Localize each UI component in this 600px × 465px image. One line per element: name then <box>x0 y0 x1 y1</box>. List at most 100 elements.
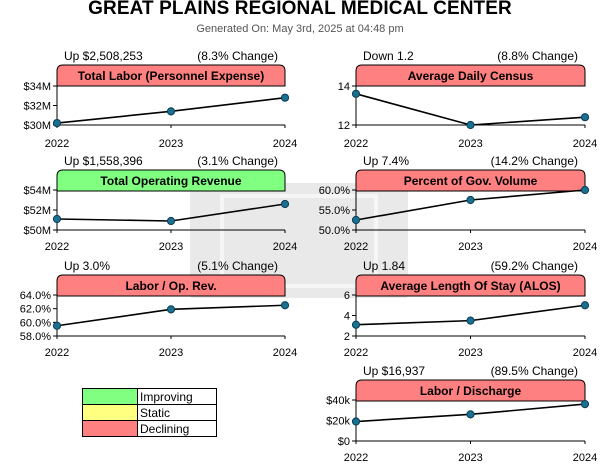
data-point <box>166 216 176 226</box>
data-point <box>280 199 290 209</box>
x-tick-label: 2023 <box>458 347 482 359</box>
y-tick-label: 58.0% <box>20 331 51 343</box>
x-tick-label: 2023 <box>159 241 183 253</box>
chart-pct-change: (59.2% Change) <box>491 259 578 273</box>
y-tick-label: 50.0% <box>319 225 350 237</box>
legend-item-improving: Improving <box>82 388 217 405</box>
data-point <box>466 195 475 205</box>
chart-title: Labor / Discharge <box>420 384 522 398</box>
y-tick-label: $34M <box>23 81 51 93</box>
x-tick-label: 2024 <box>273 241 297 253</box>
chart-title-tab <box>355 64 586 87</box>
y-tick-label: 2 <box>344 331 350 343</box>
page-title: GREAT PLAINS REGIONAL MEDICAL CENTER <box>88 0 512 19</box>
x-tick-label: 2022 <box>344 241 368 253</box>
data-point <box>580 113 590 122</box>
x-tick-label: 2024 <box>273 347 297 359</box>
chart-title: Average Length Of Stay (ALOS) <box>380 279 560 293</box>
legend-label-static: Static <box>137 404 217 421</box>
data-point <box>351 215 361 225</box>
series-line <box>355 93 586 126</box>
chart-pct-change: (5.1% Change) <box>197 259 278 273</box>
data-point <box>166 305 176 314</box>
x-tick-label: 2022 <box>45 347 69 359</box>
chart-title: Total Labor (Personnel Expense) <box>78 69 264 83</box>
y-tick-label: $0 <box>338 436 350 448</box>
legend-label-declining: Declining <box>137 420 217 437</box>
legend-item-static: Static <box>82 404 217 421</box>
chart-panel: Up 3.0% (5.1% Change) 58.0% 60.0%62.0% 64.0%… <box>20 259 297 359</box>
data-point <box>466 316 475 325</box>
y-tick-label: $30M <box>23 120 51 132</box>
x-tick-label: 2022 <box>344 347 368 359</box>
y-tick-label: 14 <box>338 81 350 93</box>
chart-change-text: Up $16,937 <box>363 364 425 378</box>
chart-title-tab <box>355 379 586 402</box>
legend-swatch-improving <box>82 388 138 405</box>
chart-change-text: Up $2,508,253 <box>64 49 143 63</box>
legend: Improving Static Declining <box>82 388 217 437</box>
data-point <box>52 214 62 224</box>
chart-panel: Up 1.84 (59.2% Change) 2 4 6 2022 2023 2024 Aver… <box>344 259 597 359</box>
series-line <box>355 189 586 221</box>
legend-swatch-static <box>82 404 138 421</box>
chart-title-tab <box>56 274 286 297</box>
data-point <box>351 320 361 329</box>
data-point <box>52 118 62 128</box>
chart-change-text: Up 3.0% <box>64 259 110 273</box>
data-point <box>466 120 475 130</box>
x-tick-label: 2024 <box>573 138 597 150</box>
x-tick-label: 2023 <box>159 138 183 150</box>
x-tick-label: 2022 <box>45 138 69 150</box>
y-tick-label: 55.0% <box>319 205 350 217</box>
x-tick-label: 2024 <box>273 138 297 150</box>
data-point <box>52 321 62 330</box>
data-point <box>580 400 590 409</box>
x-tick-label: 2022 <box>344 452 368 464</box>
y-tick-label: $32M <box>23 101 51 113</box>
data-point <box>166 107 176 116</box>
x-tick-label: 2022 <box>45 241 69 253</box>
y-tick-label: $52M <box>23 205 51 217</box>
chart-title: Average Daily Census <box>408 69 534 83</box>
x-tick-label: 2024 <box>573 347 597 359</box>
chart-change-text: Down 1.2 <box>363 49 414 63</box>
x-tick-label: 2024 <box>573 241 597 253</box>
y-tick-label: 64.0% <box>20 290 51 302</box>
x-tick-label: 2023 <box>458 138 482 150</box>
y-tick-label: $40k <box>326 395 350 407</box>
chart-pct-change: (8.8% Change) <box>497 49 578 63</box>
y-tick-label: $54M <box>23 185 51 197</box>
data-point <box>580 185 590 195</box>
chart-title: Total Operating Revenue <box>100 174 241 188</box>
chart-change-text: Up 1.84 <box>363 259 405 273</box>
y-tick-label: 12 <box>338 120 350 132</box>
y-tick-label: $20k <box>326 416 350 428</box>
chart-panel: Up $1,558,396 (3.1% Change) $50M $52M $54M 20… <box>23 154 297 253</box>
chart-pct-change: (3.1% Change) <box>197 154 278 168</box>
chart-title: Labor / Op. Rev. <box>125 279 216 293</box>
y-tick-label: $50M <box>23 225 51 237</box>
chart-title: Percent of Gov. Volume <box>404 174 538 188</box>
legend-item-declining: Declining <box>82 420 217 437</box>
chart-change-text: Up 7.4% <box>363 154 409 168</box>
chart-panel: Down 1.2 (8.8% Change) 12 14 2022 2023 2024 Ave… <box>338 49 597 150</box>
chart-title-tab <box>355 274 586 297</box>
x-tick-label: 2024 <box>573 452 597 464</box>
y-tick-label: 60.0% <box>20 317 51 329</box>
y-tick-label: 6 <box>344 290 350 302</box>
data-point <box>351 89 361 98</box>
x-tick-label: 2023 <box>159 347 183 359</box>
chart-panel: Up 7.4% (14.2% Change) 50.0% 55.0% 60.0% 2022… <box>319 154 597 253</box>
y-tick-label: 62.0% <box>20 304 51 316</box>
chart-panel: Up $16,937 (89.5% Change) $0 $20k $40k 2022 20… <box>326 364 597 464</box>
chart-pct-change: (89.5% Change) <box>491 364 578 378</box>
chart-change-text: Up $1,558,396 <box>64 154 143 168</box>
chart-pct-change: (8.3% Change) <box>197 49 278 63</box>
data-point <box>280 301 290 310</box>
legend-label-improving: Improving <box>137 388 217 405</box>
x-tick-label: 2023 <box>458 452 482 464</box>
data-point <box>580 301 590 310</box>
